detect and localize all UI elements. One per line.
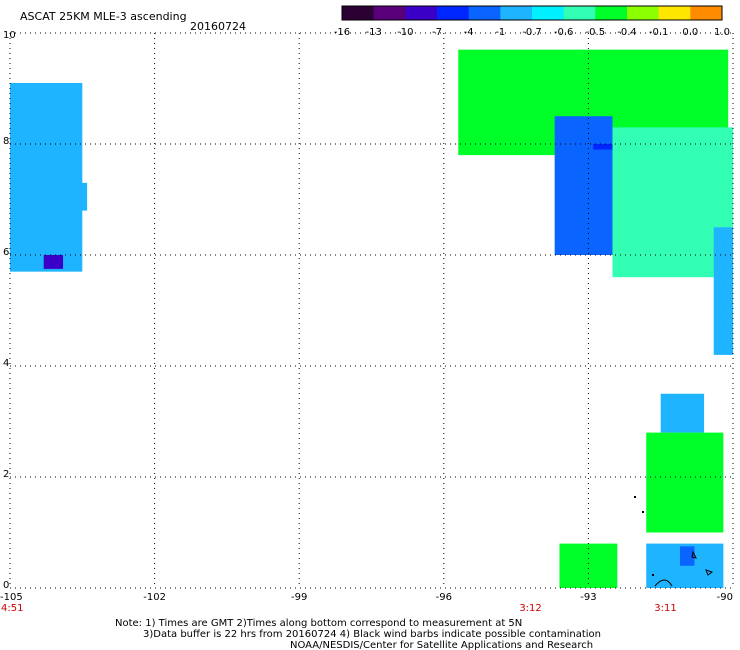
time-label: 4:51 [1,603,23,614]
footer-note-1: Note: 1) Times are GMT 2)Times along bot… [115,618,522,629]
time-label: 3:12 [519,603,541,614]
colorbar-segment [500,6,533,20]
data-cell [10,82,83,272]
y-axis: 0 2 4 6 8 10 [3,30,16,591]
y-tick-label: 10 [3,30,16,41]
colorbar-label: -0.4 [617,27,637,38]
x-tick-label: -96 [436,592,452,603]
data-cell [43,255,64,269]
x-axis: -105 -102 -99 -96 -93 -90 [0,592,733,603]
wind-barb-marks [654,550,714,587]
x-tick-label: -102 [143,592,166,603]
colorbar-frame [341,5,723,21]
barb-dot [634,496,636,498]
chart-date: 20160724 [190,20,246,33]
barb-dot [652,574,654,576]
barb-dot [642,511,644,513]
colorbar-segment [437,6,470,20]
wind-data-cells [10,49,733,588]
y-tick-label: 8 [3,136,9,147]
x-tick-label: -105 [0,592,23,603]
colorbar-segment [532,6,565,20]
colorbar-label: -7 [432,27,442,38]
colorbar-label: -0.1 [649,27,669,38]
time-label: 3:11 [654,603,676,614]
data-cell [554,116,613,255]
colorbar-segment [373,6,406,20]
footer-note-2: 3)Data buffer is 22 hrs from 20160724 4)… [143,629,601,640]
data-cell [646,432,724,533]
colorbar-segment [405,6,438,20]
data-cell [679,546,695,566]
colorbar-segment [690,6,723,20]
y-tick-label: 2 [3,469,9,480]
colorbar-label: -4 [464,27,474,38]
data-cell [660,393,705,433]
colorbar-segment [595,6,628,20]
colorbar-label: -16 [334,27,350,38]
y-tick-label: 6 [3,247,9,258]
colorbar-segment [563,6,596,20]
data-cell [559,543,618,588]
colorbar-label: 1.0 [714,27,730,38]
colorbar-label: -13 [365,27,381,38]
y-tick-label: 4 [3,358,9,369]
colorbar-label: -0.6 [554,27,574,38]
y-tick-label: 0 [3,580,9,591]
footer-credit: NOAA/NESDIS/Center for Satellite Applica… [290,640,593,650]
plot-area: -105 -102 -99 -96 -93 -90 0 2 4 6 8 10 4:51 3:12 3:1… [0,30,734,614]
contamination-marks [634,496,714,587]
data-cell [72,182,88,211]
colorbar-segment [627,6,660,20]
data-cell [713,227,733,355]
time-labels: 4:51 3:12 3:11 [1,603,677,614]
x-tick-label: -93 [580,592,596,603]
colorbar-segment [658,6,691,20]
data-cell [612,127,733,278]
colorbar-segment [342,6,375,20]
colorbar-segment [468,6,501,20]
x-tick-label: -90 [717,592,733,603]
colorbar-label: -0.7 [522,27,542,38]
chart-title: ASCAT 25KM MLE-3 ascending [20,10,187,23]
data-cell [593,144,613,150]
grid-lines [9,32,734,589]
x-tick-label: -99 [291,592,307,603]
colorbar: -16 -13 -10 -7 -4 -1 -0.7 -0.6 -0.5 -0.4 -0.1 0.0 1.… [334,5,730,38]
